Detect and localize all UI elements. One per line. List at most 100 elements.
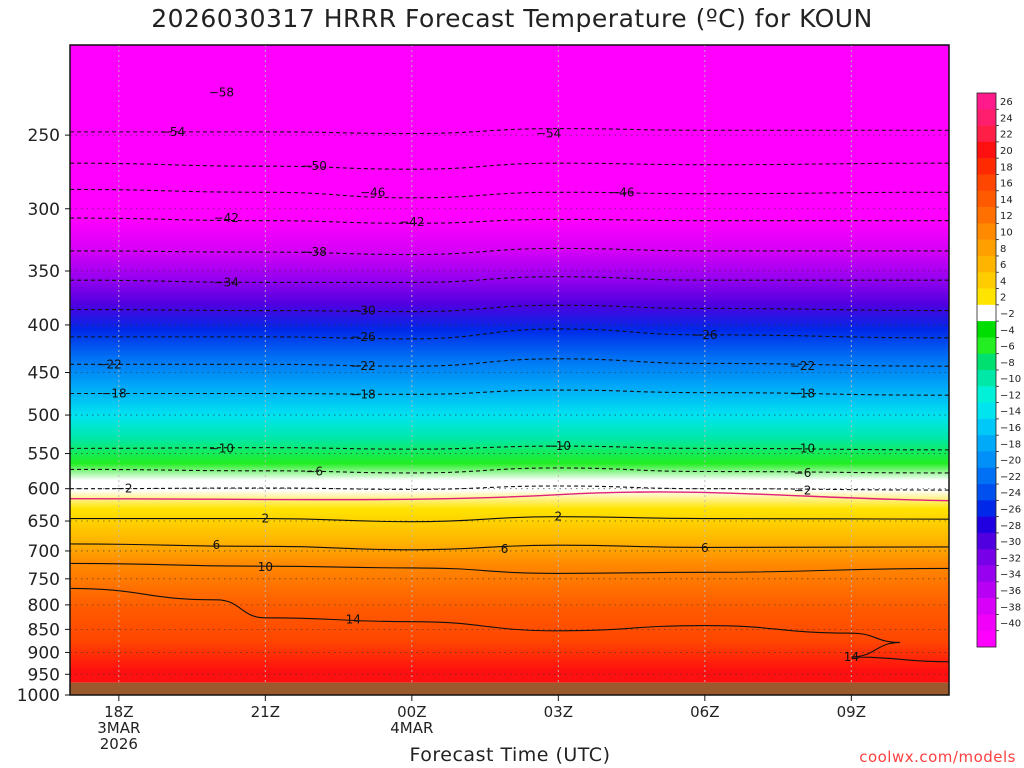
colorbar-label: 24 bbox=[1000, 113, 1013, 124]
ground-below-surface bbox=[70, 682, 949, 695]
contour-label: −50 bbox=[302, 159, 327, 173]
colorbar-label: −20 bbox=[1000, 456, 1021, 467]
colorbar-swatch bbox=[977, 500, 996, 517]
contour-line bbox=[70, 217, 949, 224]
colorbar-swatch bbox=[977, 288, 996, 306]
colorbar-label: 6 bbox=[1000, 260, 1006, 271]
contour-label: −46 bbox=[360, 185, 385, 199]
colorbar-swatch bbox=[977, 630, 996, 648]
contour-label: 6 bbox=[213, 538, 221, 552]
colorbar-label: −30 bbox=[1000, 537, 1021, 548]
colorbar-swatch bbox=[977, 174, 996, 192]
colorbar-swatch bbox=[977, 304, 996, 322]
contour-label: 6 bbox=[701, 541, 709, 555]
colorbar-label: −36 bbox=[1000, 586, 1021, 597]
colorbar-label: −26 bbox=[1000, 505, 1021, 516]
plot-frame bbox=[69, 44, 950, 696]
contour-label: −10 bbox=[546, 439, 571, 453]
colorbar-label: −6 bbox=[1000, 342, 1015, 353]
contour-line bbox=[70, 389, 949, 396]
contour-label: 2 bbox=[555, 510, 563, 524]
colorbar-label: 18 bbox=[1000, 162, 1013, 173]
colorbar-label: −8 bbox=[1000, 358, 1015, 369]
contour-label: −22 bbox=[790, 359, 815, 373]
colorbar-label: 26 bbox=[1000, 97, 1013, 108]
contour-label: −54 bbox=[160, 125, 185, 139]
contour-line bbox=[70, 128, 949, 135]
contour-group bbox=[70, 128, 949, 663]
colorbar-swatch bbox=[977, 158, 996, 175]
contour-label: −42 bbox=[399, 215, 424, 229]
colorbar-label: −12 bbox=[1000, 390, 1021, 401]
y-tick-label: 350 bbox=[28, 262, 60, 282]
colorbar-swatch bbox=[977, 223, 996, 240]
contour-label: −26 bbox=[692, 328, 717, 342]
colorbar-swatch bbox=[977, 125, 996, 143]
contour-label: −18 bbox=[350, 387, 375, 401]
colorbar-label: −28 bbox=[1000, 521, 1021, 532]
y-tick-label: 250 bbox=[28, 126, 60, 146]
contour-label: 6 bbox=[501, 542, 509, 556]
y-axis: 250 300 350 400 450 500 550 600 650 700 750 800 850 9… bbox=[17, 126, 70, 706]
contour-label: −22 bbox=[96, 357, 121, 371]
colorbar-label: −14 bbox=[1000, 407, 1021, 418]
x-axis-label: Forecast Time (UTC) bbox=[409, 744, 611, 766]
colorbar-swatch bbox=[977, 402, 996, 420]
contour-line bbox=[70, 276, 949, 283]
contour-line bbox=[70, 445, 949, 451]
x-tick-label: 3MAR bbox=[97, 719, 140, 737]
contour-label: −54 bbox=[536, 127, 561, 141]
colorbar-label: 22 bbox=[1000, 130, 1013, 141]
y-tick-label: 300 bbox=[28, 200, 60, 220]
y-tick-label: 550 bbox=[28, 445, 60, 465]
contour-label: −30 bbox=[350, 304, 375, 318]
colorbar-swatch bbox=[977, 239, 996, 257]
contour-label: 10 bbox=[258, 560, 273, 574]
contour-line bbox=[70, 516, 949, 523]
colorbar-label: 16 bbox=[1000, 179, 1013, 190]
plot-area: −58−54 −54−50−46 −46−42 −42−38−34−30−26 −26−… bbox=[69, 44, 950, 696]
colorbar-label: 14 bbox=[1000, 195, 1013, 206]
x-tick-label: 03Z bbox=[544, 703, 573, 721]
colorbar-label: −24 bbox=[1000, 488, 1021, 499]
colorbar-label: −34 bbox=[1000, 570, 1021, 581]
contour-line bbox=[70, 358, 949, 367]
colorbar-swatch bbox=[977, 598, 996, 615]
contour-label: −18 bbox=[101, 386, 126, 400]
colorbar-swatch bbox=[977, 484, 996, 501]
contour-line bbox=[70, 467, 949, 474]
contour-line bbox=[70, 328, 949, 340]
y-tick-label: 1000 bbox=[17, 686, 60, 706]
contour-line bbox=[70, 562, 949, 574]
colorbar-swatch bbox=[977, 386, 996, 403]
contour-label: −34 bbox=[214, 275, 239, 289]
y-tick-label: 900 bbox=[28, 643, 60, 663]
contour-label: −26 bbox=[350, 330, 375, 344]
colorbar-swatch bbox=[977, 418, 996, 436]
colorbar-swatch bbox=[977, 207, 996, 224]
source-watermark[interactable]: coolwx.com/models bbox=[859, 748, 1016, 766]
colorbar-label: 2 bbox=[1000, 293, 1006, 304]
colorbar-label: −16 bbox=[1000, 423, 1021, 434]
colorbar-swatch bbox=[977, 435, 996, 452]
colorbar-swatch bbox=[977, 321, 996, 338]
colorbar-swatch bbox=[977, 353, 996, 371]
temperature-field bbox=[70, 45, 949, 683]
colorbar-swatch bbox=[977, 109, 996, 126]
colorbar-swatch bbox=[977, 141, 996, 159]
colorbar-swatch bbox=[977, 581, 996, 599]
contour-line bbox=[70, 485, 949, 491]
colorbar-legend: 26 24 22 20 18 16 14 12 10 8 6 4 2 −2 −4 −6 −8 −10 −12 −14 −… bbox=[976, 92, 1021, 648]
colorbar-swatch bbox=[977, 614, 996, 632]
y-tick-label: 650 bbox=[28, 512, 60, 532]
colorbar-swatch bbox=[977, 565, 996, 583]
y-tick-label: 600 bbox=[28, 480, 60, 500]
x-tick-label: 09Z bbox=[837, 703, 866, 721]
contour-label: 14 bbox=[844, 650, 859, 664]
colorbar-swatch bbox=[977, 255, 996, 273]
contour-line bbox=[70, 587, 949, 663]
x-tick-label: 18Z bbox=[104, 703, 133, 721]
colorbar-label: −38 bbox=[1000, 602, 1021, 613]
